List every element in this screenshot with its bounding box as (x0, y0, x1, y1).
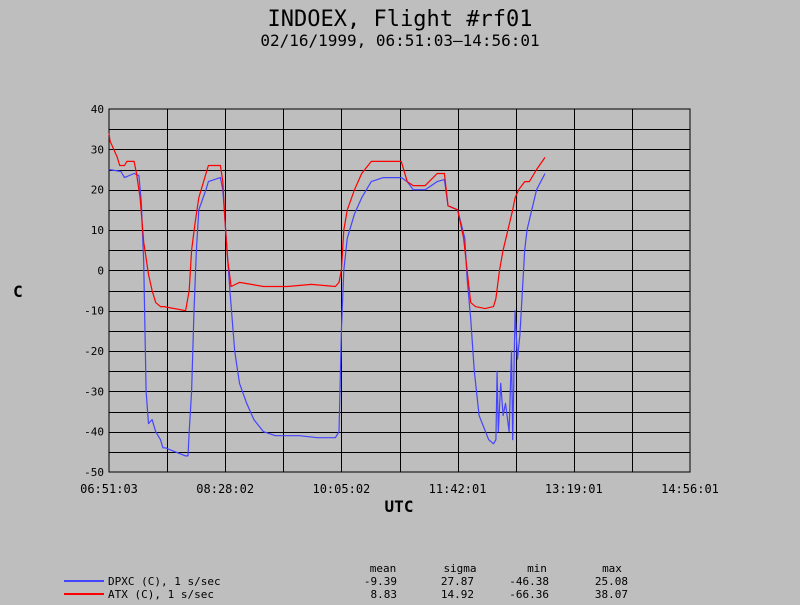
x-tick-label: 13:19:01 (545, 482, 603, 496)
y-axis-label: C (13, 282, 23, 301)
legend-stat-value: 38.07 (595, 588, 628, 601)
legend-stat-value: -9.39 (364, 575, 397, 588)
x-tick-label: 08:28:02 (196, 482, 254, 496)
y-tick-label: -20 (84, 345, 104, 358)
legend-stat-value: -46.38 (509, 575, 549, 588)
x-tick-label: 11:42:01 (429, 482, 487, 496)
series-lines (108, 133, 546, 457)
y-tick-label: 20 (91, 184, 104, 197)
chart-subtitle: 02/16/1999, 06:51:03–14:56:01 (260, 31, 539, 50)
legend-stat-value: 14.92 (441, 588, 474, 601)
legend-stats-header: mean (370, 562, 397, 575)
legend-stats-header: min (527, 562, 547, 575)
x-axis-label: UTC (385, 497, 414, 516)
y-tick-label: 40 (91, 103, 104, 116)
y-tick-label: 10 (91, 224, 104, 237)
plot-frame (108, 108, 691, 473)
plot-grid (108, 108, 691, 473)
legend-series-name: ATX (C), 1 s/sec (108, 588, 214, 601)
y-tick-label: -30 (84, 385, 104, 398)
y-tick-label: -50 (84, 466, 104, 479)
legend-stat-value: 27.87 (441, 575, 474, 588)
legend-stat-value: 8.83 (371, 588, 398, 601)
chart-title: INDOEX, Flight #rf01 (268, 7, 533, 32)
y-tick-label: 30 (91, 143, 104, 156)
y-tick-label: -10 (84, 305, 104, 318)
y-axis-ticks: 40 30 20 10 0 -10 -20 -30 -40 -50 (84, 103, 104, 479)
x-tick-label: 10:05:02 (312, 482, 370, 496)
x-axis-ticks: 06:51:03 08:28:02 10:05:02 11:42:01 13:19:01… (80, 482, 719, 496)
series-line-dpxc (108, 168, 546, 457)
series-line-atx (108, 133, 546, 312)
legend-stat-value: 25.08 (595, 575, 628, 588)
y-tick-label: -40 (84, 426, 104, 439)
legend-stats-header: max (602, 562, 622, 575)
legend-stats-header: sigma (443, 562, 476, 575)
x-tick-label: 14:56:01 (661, 482, 719, 496)
legend-series-name: DPXC (C), 1 s/sec (108, 575, 221, 588)
legend: mean sigma min max DPXC (C), 1 s/sec -9.39 27.… (64, 562, 628, 601)
x-tick-label: 06:51:03 (80, 482, 138, 496)
y-tick-label: 0 (97, 264, 104, 277)
legend-stat-value: -66.36 (509, 588, 549, 601)
